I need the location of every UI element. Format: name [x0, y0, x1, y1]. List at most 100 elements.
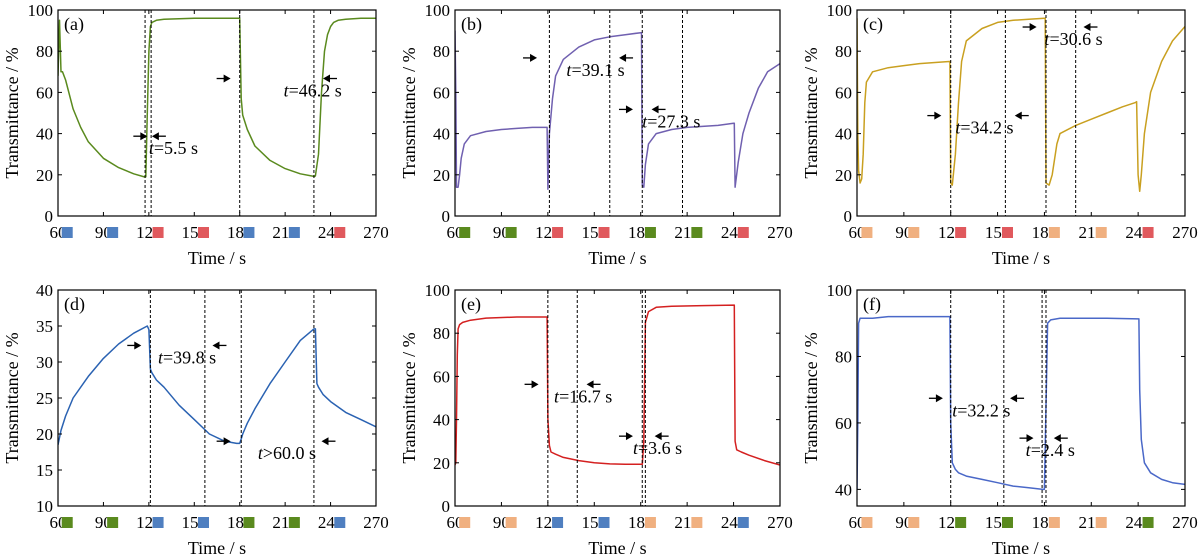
panel-f-tick-legend-marker-3 — [1002, 517, 1013, 528]
panel-f-xtick-label-1: 90 — [895, 513, 912, 532]
panel-e-arrow-left-2-head — [654, 432, 662, 441]
panel-c-series-line — [857, 17, 1185, 193]
panel-a-ytick-label-5: 100 — [28, 1, 54, 20]
panel-a-arrow-right-1 — [133, 132, 148, 141]
panel-e-arrow-right-1-head — [531, 380, 539, 389]
panel-c-arrow-right-2-head — [1029, 23, 1037, 32]
panel-a-annotation-1: t=5.5 s — [149, 138, 198, 158]
panel-b-arrow-left-1 — [619, 53, 634, 62]
panel-c-arrow-left-1-head — [1014, 111, 1022, 120]
panel-d-arrow-right-2 — [216, 437, 231, 446]
panel-f-arrow-right-2-head — [1026, 434, 1034, 443]
panel-e-annotation-1: t=16.7 s — [554, 386, 612, 406]
panel-a-panel-label: (a) — [64, 14, 84, 35]
panel-a-annotation-2: t=46.2 s — [284, 81, 342, 101]
panel-a-xtick-label-7: 270 — [363, 223, 389, 242]
panel-a-tick-legend-marker-6 — [334, 227, 346, 238]
panel-d-tick-legend-marker-0 — [61, 517, 73, 528]
panel-f-ylabel: Transmittance / % — [801, 332, 821, 463]
panel-a-tick-legend-marker-5 — [288, 227, 300, 238]
panel-f-arrow-right-1-head — [935, 394, 943, 403]
panel-e-ytick-label-4: 80 — [433, 324, 450, 343]
panel-f-ytick-label-3: 100 — [827, 281, 853, 300]
panel-b-ytick-label-4: 80 — [433, 42, 450, 61]
panel-b-frame — [454, 9, 781, 217]
panel-b-xlabel: Time / s — [588, 248, 646, 268]
panel-f-annotation-2: t=2.4 s — [1026, 440, 1075, 460]
panel-c-arrow-right-1 — [927, 111, 942, 120]
panel-e-annotation-2: t=3.6 s — [633, 438, 682, 458]
panel-f-arrow-left-2 — [1053, 434, 1068, 443]
panel-b-arrow-left-2-head — [651, 105, 659, 114]
panel-c-panel-label: (c) — [863, 14, 883, 35]
panel-d-ylabel: Transmittance / % — [2, 332, 22, 463]
panel-a-arrow-left-1-head — [151, 132, 159, 141]
panel-b-ytick-label-5: 100 — [425, 1, 451, 20]
panel-d-tick-legend-marker-4 — [243, 517, 255, 528]
panel-b-ytick-label-2: 40 — [433, 125, 450, 144]
panel-a-series-line — [58, 17, 376, 178]
panel-c-ytick-label-0: 0 — [844, 207, 853, 226]
panel-a-arrow-left-2 — [323, 74, 337, 83]
panel-c-xtick-label-7: 270 — [1172, 223, 1198, 242]
panel-a-ytick-label-0: 0 — [45, 207, 54, 226]
panel-a-arrow-left-1 — [151, 132, 166, 141]
panel-d-series-line — [58, 325, 376, 445]
panel-e-ytick-label-1: 20 — [433, 454, 450, 473]
panel-f-tick-legend-marker-6 — [1142, 517, 1154, 528]
panel-a-tick-legend-marker-2 — [152, 227, 164, 238]
panel-c-xtick-label-0: 60 — [849, 223, 866, 242]
panel-a-ytick-label-2: 40 — [36, 125, 53, 144]
panel-d-arrow-left-2-head — [321, 437, 329, 446]
panel-e-tick-legend-marker-6 — [737, 517, 749, 528]
panel-e-tick-legend-marker-2 — [552, 517, 564, 528]
panel-d-tick-legend-marker-6 — [334, 517, 346, 528]
panel-d-arrow-right-1-head — [134, 341, 142, 350]
panel-e-tick-legend-marker-5 — [691, 517, 703, 528]
panel-a-frame — [57, 9, 377, 217]
panel-b-tick-legend-marker-1 — [505, 227, 517, 238]
panel-b-arrow-right-2 — [618, 105, 633, 114]
panel-a-arrow-right-2-head — [223, 74, 231, 83]
panel-e-arrow-right-1 — [524, 380, 539, 389]
panel-b-tick-legend-marker-0 — [459, 227, 471, 238]
panel-a-tick-legend-marker-1 — [107, 227, 119, 238]
panel-c-tick-legend-marker-0 — [861, 227, 873, 238]
panel-b-tick-legend-marker-6 — [737, 227, 749, 238]
panel-c-tick-legend-marker-4 — [1048, 227, 1060, 238]
panel-e-xlabel: Time / s — [588, 538, 646, 556]
panel-b-arrow-left-1-head — [619, 53, 627, 62]
panel-c-tick-legend-marker-2 — [955, 227, 967, 238]
panel-c-ytick-label-1: 20 — [835, 166, 852, 185]
panel-f-tick-legend-marker-0 — [861, 517, 873, 528]
panel-b-ytick-label-0: 0 — [442, 207, 451, 226]
panel-f-annotation-1: t=32.2 s — [952, 400, 1010, 420]
panel-b-ytick-label-3: 60 — [433, 83, 450, 102]
panel-e-tick-legend-marker-4 — [644, 517, 656, 528]
panel-e-arrow-left-1-head — [586, 380, 594, 389]
panel-d-arrow-left-2 — [321, 437, 336, 446]
panel-a-arrow-left-2-head — [323, 74, 330, 83]
panel-f-tick-legend-marker-4 — [1048, 517, 1060, 528]
panel-f-tick-legend-marker-1 — [908, 517, 920, 528]
panel-a-ytick-label-1: 20 — [36, 166, 53, 185]
panel-f-arrow-right-2 — [1019, 434, 1034, 443]
panel-e-arrow-left-1 — [586, 380, 601, 389]
panel-b-xtick-label-7: 270 — [767, 223, 793, 242]
panel-c-arrow-right-2 — [1022, 23, 1037, 32]
panel-d-panel-label: (d) — [64, 294, 85, 315]
panel-f-ytick-label-1: 60 — [835, 414, 852, 433]
panel-c-tick-legend-marker-1 — [908, 227, 920, 238]
panel-f-tick-legend-marker-2 — [955, 517, 967, 528]
panel-e-tick-legend-marker-0 — [459, 517, 471, 528]
panel-d-tick-legend-marker-5 — [288, 517, 300, 528]
panel-a-ylabel: Transmittance / % — [2, 47, 22, 178]
panel-c-ytick-label-5: 100 — [827, 1, 853, 20]
panel-e-ytick-label-5: 100 — [425, 281, 451, 300]
panel-d-xtick-label-7: 270 — [363, 513, 389, 532]
panel-f-frame — [856, 289, 1186, 507]
panel-c-annotation-1: t=34.2 s — [955, 118, 1013, 138]
panel-c-tick-legend-marker-6 — [1142, 227, 1154, 238]
